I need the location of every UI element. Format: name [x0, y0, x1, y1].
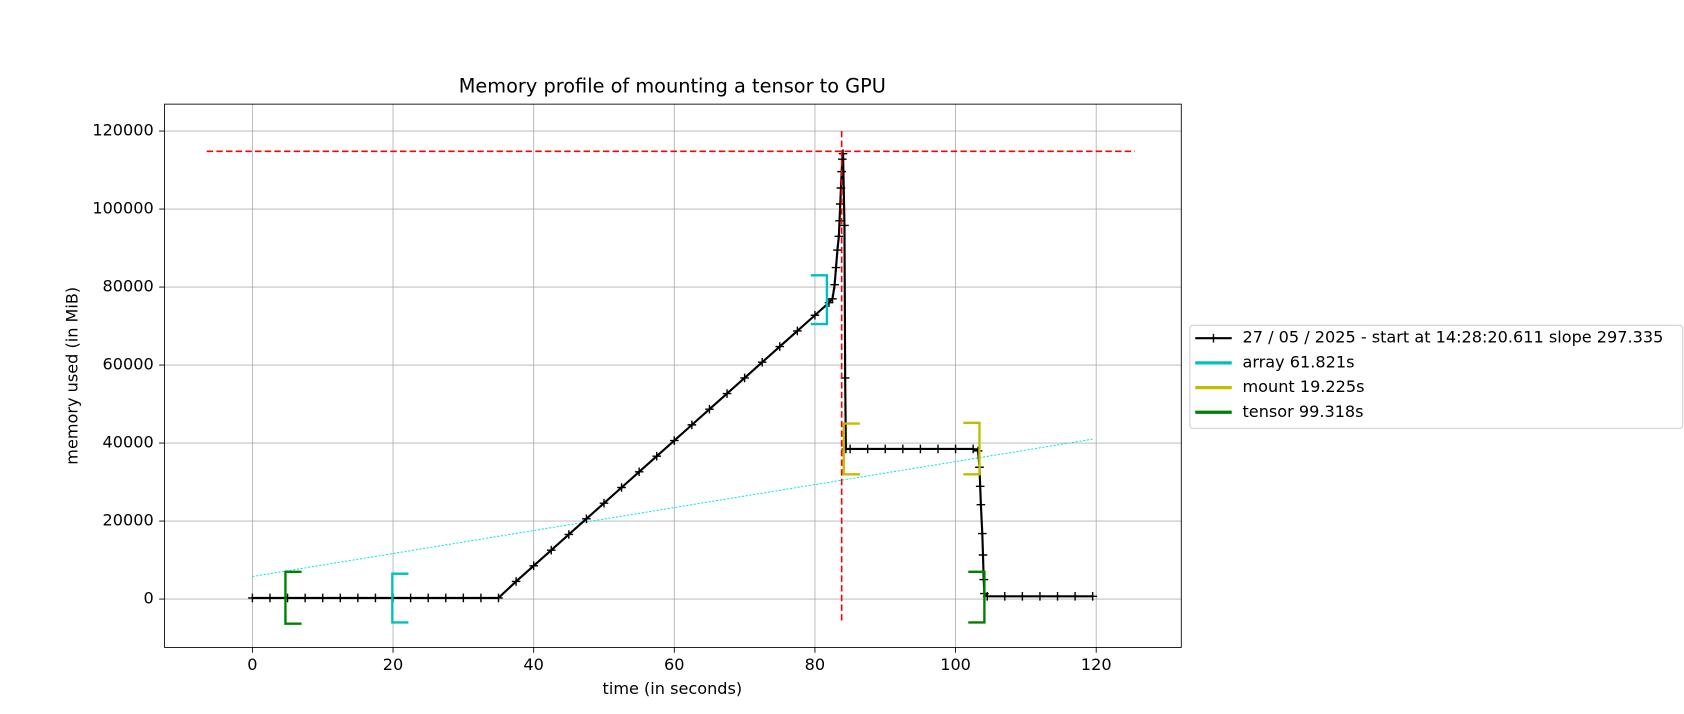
trend-line [252, 438, 1093, 578]
marker [831, 263, 841, 272]
legend-marker [1209, 333, 1218, 343]
marker [423, 593, 433, 603]
marker [300, 593, 310, 603]
marker [916, 444, 925, 454]
marker [546, 545, 556, 555]
marker [933, 444, 943, 454]
plot-frame [164, 103, 1182, 648]
marker [564, 530, 574, 539]
marker [599, 498, 609, 508]
marker [863, 444, 872, 454]
marker [845, 444, 855, 454]
marker [371, 593, 380, 603]
marker [617, 483, 626, 492]
legend-label: array 61.821s [1242, 352, 1354, 371]
marker [441, 593, 451, 603]
marker [740, 373, 749, 383]
marker [705, 404, 714, 414]
y-tick-label: 100000 [92, 199, 153, 218]
marker [1000, 592, 1010, 601]
marker [634, 467, 644, 477]
marker [977, 529, 987, 538]
x-tick-label: 40 [523, 655, 543, 674]
x-tick-label: 100 [940, 655, 971, 674]
marker [722, 389, 732, 398]
bracket [284, 570, 302, 625]
marker [459, 593, 468, 603]
x-tick-label: 120 [1081, 655, 1112, 674]
series-line [252, 153, 1093, 599]
y-tick-label: 80000 [103, 277, 154, 296]
bracket [810, 274, 829, 326]
y-tick-label: 40000 [103, 433, 154, 452]
y-tick-label: 20000 [103, 511, 154, 530]
marker [687, 420, 697, 430]
x-axis-label: time (in seconds) [603, 679, 743, 698]
x-tick-label: 80 [805, 655, 825, 674]
legend-label: tensor 99.318s [1242, 402, 1363, 421]
marker [835, 216, 844, 226]
plot-area [206, 131, 1135, 625]
y-tick-label: 0 [144, 589, 154, 608]
marker [951, 444, 960, 454]
marker [793, 326, 802, 336]
x-tick-label: 0 [247, 655, 257, 674]
marker [834, 232, 844, 241]
legend-label: 27 / 05 / 2025 - start at 14:28:20.611 s… [1242, 328, 1663, 347]
x-tick-label: 20 [383, 655, 403, 674]
marker [1070, 592, 1080, 601]
marker [582, 514, 591, 524]
marker [968, 444, 978, 454]
chart-title: Memory profile of mounting a tensor to G… [459, 74, 886, 97]
legend-label: mount 19.225s [1242, 377, 1364, 396]
marker [757, 357, 767, 367]
y-tick-label: 60000 [103, 355, 154, 374]
x-tick-label: 60 [664, 655, 684, 674]
marker [838, 149, 848, 158]
marker [406, 593, 415, 603]
marker [828, 294, 837, 304]
marker [1053, 592, 1062, 601]
bracket [842, 422, 860, 476]
marker [898, 444, 908, 454]
marker [1018, 592, 1027, 601]
marker [353, 593, 363, 603]
marker [494, 593, 503, 603]
marker [976, 500, 986, 509]
marker [978, 550, 988, 560]
marker [835, 199, 845, 209]
marker [830, 280, 839, 290]
marker [973, 446, 983, 456]
marker [265, 593, 275, 603]
marker [775, 342, 785, 351]
marker [670, 436, 679, 445]
marker [833, 245, 842, 255]
legend-box [1189, 324, 1684, 429]
bracket [391, 572, 409, 624]
y-tick-label: 120000 [92, 121, 153, 140]
marker [1035, 592, 1045, 601]
marker [652, 451, 662, 461]
marker [511, 577, 521, 586]
bracket [968, 570, 986, 624]
marker [880, 444, 890, 454]
marker [975, 482, 985, 491]
bracket [963, 421, 981, 476]
marker [476, 593, 486, 603]
marker [810, 310, 820, 320]
marker [248, 593, 257, 603]
marker [318, 593, 328, 603]
marker [840, 221, 849, 230]
marker [336, 593, 345, 603]
marker [529, 561, 538, 571]
marker [1088, 592, 1097, 601]
y-axis-label: memory used (in MiB) [63, 287, 82, 465]
